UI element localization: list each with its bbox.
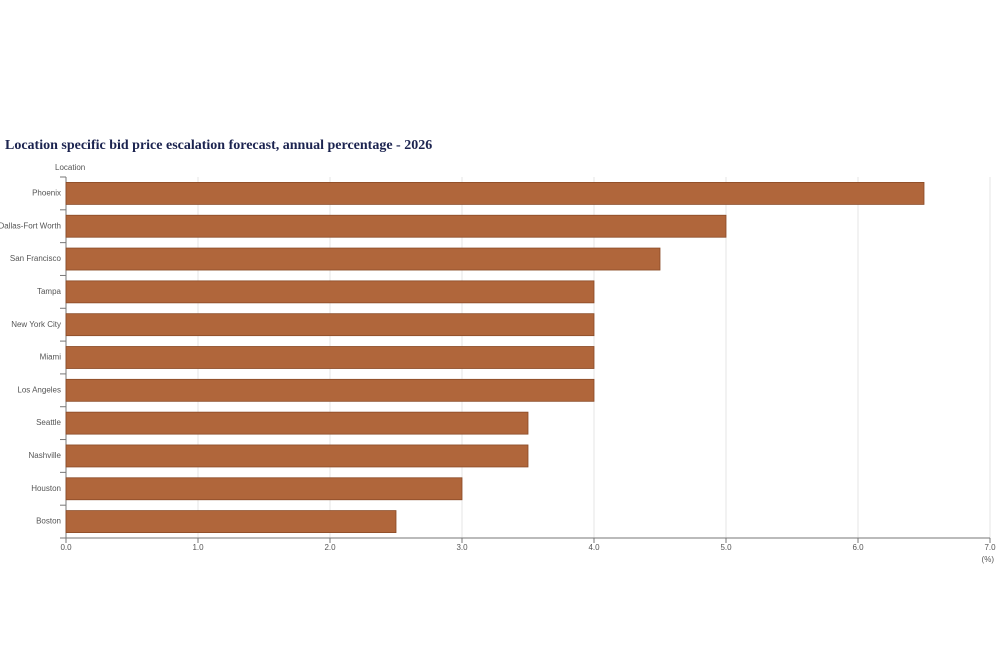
x-tick-label: 2.0: [324, 543, 336, 552]
bar: [65, 444, 529, 468]
x-tick-label: 4.0: [588, 543, 600, 552]
chart-title: Location specific bid price escalation f…: [5, 138, 432, 153]
bar: [65, 182, 925, 205]
bar: [65, 280, 595, 304]
bar: [65, 378, 595, 402]
y-tick-label: Dallas-Fort Worth: [0, 221, 61, 230]
y-tick-label: Seattle: [36, 418, 61, 427]
y-axis-label: Location: [55, 163, 85, 172]
bar: [65, 510, 397, 533]
x-tick-label: 3.0: [456, 543, 468, 552]
y-tick-label: Phoenix: [32, 189, 61, 198]
x-axis-label: (%): [982, 555, 995, 564]
y-tick-label: Miami: [40, 353, 62, 362]
y-tick-label: Nashville: [29, 451, 62, 460]
y-tick-label: Tampa: [37, 287, 62, 296]
x-tick-label: 6.0: [852, 543, 864, 552]
y-tick-label: Los Angeles: [17, 385, 61, 394]
bar: [65, 214, 727, 238]
bar: [65, 313, 595, 337]
y-tick-label: San Francisco: [10, 254, 62, 263]
bar: [65, 346, 595, 369]
bar: [65, 247, 661, 271]
y-tick-label: Boston: [36, 517, 61, 526]
bar: [65, 411, 529, 435]
y-tick-label: New York City: [11, 320, 61, 329]
y-tick-label: Houston: [31, 484, 61, 493]
x-tick-label: 1.0: [192, 543, 204, 552]
x-tick-label: 5.0: [720, 543, 732, 552]
x-tick-label: 0.0: [60, 543, 72, 552]
bar: [65, 477, 463, 501]
x-tick-label: 7.0: [984, 543, 996, 552]
